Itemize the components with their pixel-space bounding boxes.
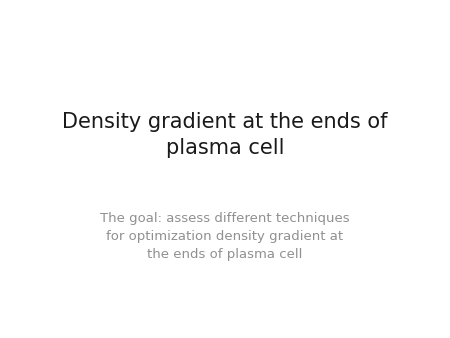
Text: The goal: assess different techniques
for optimization density gradient at
the e: The goal: assess different techniques fo… (100, 212, 350, 261)
Text: Density gradient at the ends of
plasma cell: Density gradient at the ends of plasma c… (62, 113, 388, 158)
